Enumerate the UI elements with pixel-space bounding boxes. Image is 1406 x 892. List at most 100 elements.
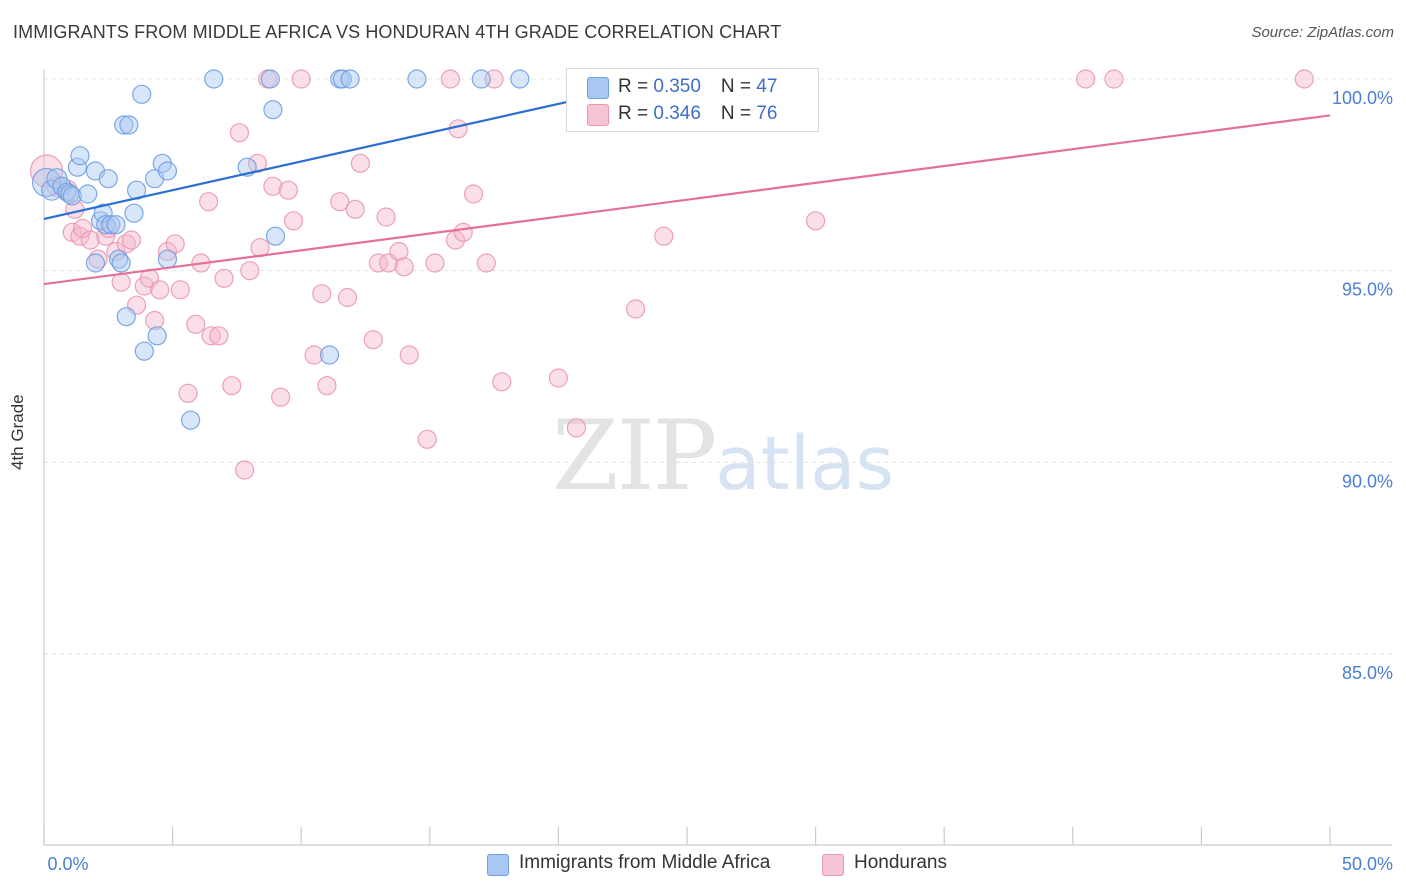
pink-point	[201, 326, 221, 346]
bottom-legend-label-series1: Immigrants from Middle Africa	[519, 852, 771, 873]
pink-point	[476, 253, 496, 273]
pink-point	[463, 184, 484, 204]
pink-point	[157, 241, 178, 262]
pink-point	[363, 330, 383, 350]
pink-point	[240, 261, 260, 281]
pink-point	[150, 280, 170, 300]
pink-point	[330, 192, 350, 212]
legend-n-label: N =	[720, 76, 757, 97]
pink-point	[144, 310, 165, 331]
pink-point	[271, 387, 291, 407]
blue-point	[111, 253, 131, 273]
blue-point	[93, 203, 113, 223]
blue-point	[114, 115, 134, 135]
pink-trend-line	[43, 114, 1331, 286]
watermark-zip: ZIP	[552, 400, 717, 512]
y-tick-label: 100.0%	[1332, 88, 1393, 108]
blue-point	[119, 115, 139, 135]
pink-point	[425, 253, 445, 273]
pink-point	[170, 280, 190, 300]
y-tick-label: 95.0%	[1342, 280, 1393, 300]
y-tick-label: 85.0%	[1342, 663, 1393, 683]
pink-point	[376, 207, 396, 227]
pink-point	[209, 326, 229, 346]
blue-point	[70, 146, 90, 166]
pink-point	[389, 241, 409, 262]
blue-point	[157, 249, 178, 269]
blue-point	[265, 226, 286, 246]
blue-point	[85, 253, 106, 273]
blue-point	[263, 100, 283, 120]
blue-point	[124, 203, 144, 223]
legend-r-label: R =	[618, 103, 654, 124]
pink-point	[368, 253, 388, 273]
pink-point	[247, 153, 268, 173]
pink-point	[199, 192, 219, 212]
watermark: ZIPatlas	[552, 400, 894, 512]
pink-point	[214, 268, 234, 288]
pink-point	[453, 222, 473, 242]
pink-point	[654, 226, 674, 246]
pink-point	[548, 368, 569, 388]
pink-point	[116, 234, 136, 254]
blue-point	[52, 176, 72, 196]
x-tick-label-max: 50.0%	[1342, 854, 1393, 874]
bottom-legend-swatch-series2	[822, 854, 844, 876]
chart-title: IMMIGRANTS FROM MIDDLE AFRICA VS HONDURA…	[13, 22, 782, 42]
pink-point	[106, 241, 126, 262]
pink-point	[165, 234, 185, 254]
pink-point	[625, 299, 646, 319]
pink-point	[283, 211, 304, 231]
blue-point	[78, 184, 98, 204]
pink-point	[1076, 69, 1096, 89]
pink-point	[492, 372, 512, 392]
pink-point	[337, 287, 358, 308]
legend-text-series1: R = 0.350 N = 47	[618, 76, 777, 98]
legend-r-value: 0.346	[653, 103, 701, 124]
pink-point	[178, 383, 198, 403]
blue-point	[67, 157, 88, 177]
blue-point	[332, 69, 352, 89]
legend-n-label: N =	[720, 103, 757, 124]
blue-point	[62, 186, 82, 206]
blue-point	[96, 215, 116, 235]
pink-point	[121, 230, 142, 250]
legend-r-label: R =	[618, 76, 654, 97]
blue-point	[157, 161, 178, 181]
legend-r-value: 0.350	[653, 76, 701, 97]
blue-point	[260, 69, 280, 89]
pink-point	[229, 123, 250, 143]
blue-point	[510, 69, 530, 89]
blue-point	[340, 69, 360, 89]
pink-point	[399, 345, 419, 365]
blue-point	[319, 345, 340, 365]
legend-n-value: 76	[756, 103, 778, 124]
pink-point	[70, 226, 90, 246]
source-label: Source: ZipAtlas.com	[1251, 24, 1394, 41]
pink-point	[263, 176, 283, 196]
bottom-legend-label-series2: Hondurans	[854, 852, 947, 873]
pink-point	[222, 376, 242, 396]
x-tick-label-min: 0.0%	[47, 854, 88, 874]
pink-point	[235, 460, 255, 480]
pink-point	[440, 69, 460, 89]
pink-point	[566, 418, 587, 438]
legend-text-series2: R = 0.346 N = 76	[618, 103, 777, 125]
pink-point	[278, 180, 298, 200]
blue-point	[132, 84, 152, 104]
pink-point	[312, 284, 332, 304]
pink-point	[80, 230, 100, 250]
pink-point	[291, 69, 311, 89]
watermark-atlas: atlas	[715, 421, 895, 507]
pink-point	[1104, 69, 1124, 89]
legend-swatch-series1	[587, 77, 609, 99]
blue-point	[90, 211, 111, 231]
blue-point	[407, 69, 427, 89]
legend-n-value: 47	[756, 76, 778, 97]
bottom-legend-swatch-series1	[487, 854, 509, 876]
pink-point	[72, 218, 93, 239]
pink-point	[417, 429, 437, 449]
legend: R = 0.350 N = 47 R = 0.346 N = 76	[566, 68, 819, 132]
blue-point	[204, 69, 224, 89]
